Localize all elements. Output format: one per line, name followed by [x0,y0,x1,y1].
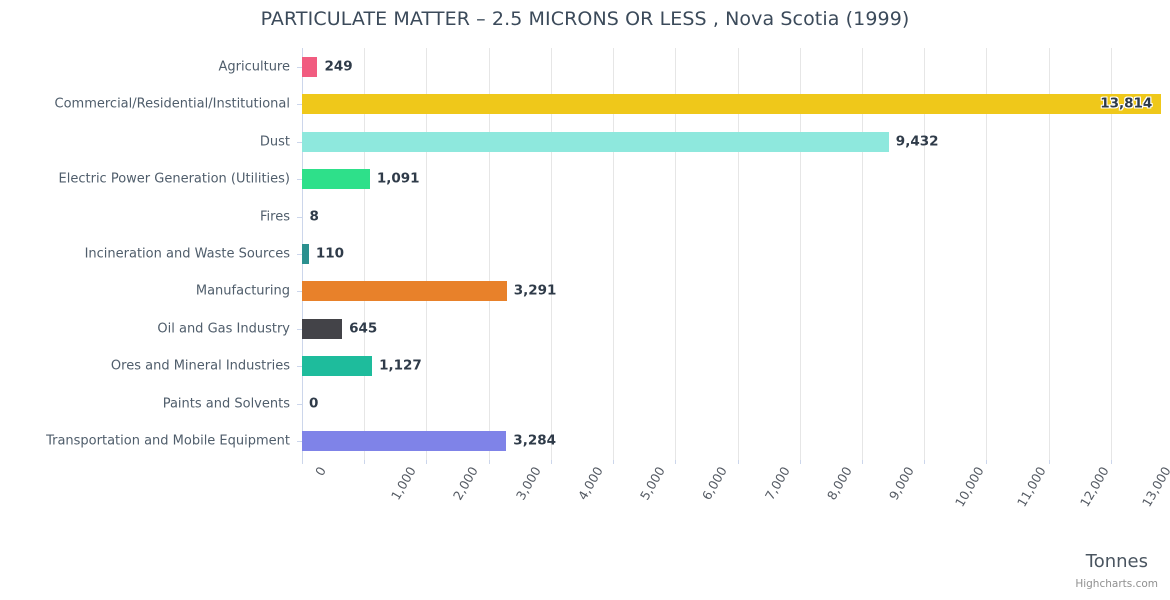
y-axis-tickmark [297,104,302,106]
category-label-agriculture[interactable]: Agriculture [218,59,291,75]
bar-incineration-and-waste-sources[interactable] [302,244,309,264]
x-axis-tickmark [799,460,801,464]
bar-value-label: 13,814 [1100,95,1153,112]
y-axis-tickmark [297,366,302,368]
bar-value-label: 1,127 [379,357,422,374]
bar-value-label: 249 [324,57,353,74]
x-tick-label: 12,000 [1076,464,1112,510]
x-axis-title: Tonnes [1085,551,1148,572]
x-gridline [737,48,739,460]
bar-value-label: 8 [309,207,319,224]
x-tick-label: 3,000 [512,464,544,503]
bar-agriculture[interactable] [302,56,318,77]
x-tick-label: 1,000 [388,464,419,503]
y-axis-tickmark [297,441,302,443]
y-axis-tickmark [297,179,302,181]
x-tick-label: 5,000 [636,464,668,503]
x-gridline [924,48,926,460]
plot-area: 249 13,814 9,432 1,091 8 110 3,291 645 1,127 0 3,2… [297,48,1170,460]
x-axis-tickmark [861,460,863,464]
y-axis-tickmark [297,328,302,330]
x-axis-tickmark [675,460,677,464]
x-tick-label: 13,000 [1138,464,1170,510]
x-axis-tickmark [550,460,552,464]
x-axis-tickmark [986,460,988,464]
x-gridline [675,48,677,460]
bar-manufacturing[interactable] [302,281,507,302]
y-axis-tickmark [297,254,302,255]
x-gridline [613,48,615,460]
category-label-dust[interactable]: Dust [259,134,290,150]
x-axis-tickmark [924,460,926,464]
x-axis-tick-labels: 0 1,000 2,000 3,000 4,000 5,000 6,000 7,000 8,00… [302,460,1170,534]
category-label-oil-and-gas-industry[interactable]: Oil and Gas Industry [157,321,290,337]
bar-value-label: 0 [309,395,319,412]
category-label-incineration-and-waste-sources[interactable]: Incineration and Waste Sources [84,246,290,262]
bar-value-label: 1,091 [376,170,420,187]
x-gridline [364,48,366,460]
x-tick-label: 7,000 [761,464,793,503]
category-label-transportation-and-mobile-equipment[interactable]: Transportation and Mobile Equipment [46,433,290,449]
x-gridline [1110,48,1112,460]
x-tick-label: 11,000 [1014,464,1050,510]
x-axis-tickmark [302,460,303,464]
x-gridline [861,48,863,460]
category-label-commercial-residential-institutional[interactable]: Commercial/Residential/Institutional [54,96,291,112]
x-gridline [426,48,428,460]
x-tick-label: 2,000 [450,464,482,503]
bar-value-label: 9,432 [895,132,939,149]
x-tick-label: 9,000 [885,464,917,503]
category-label-ores-and-mineral-industries[interactable]: Ores and Mineral Industries [110,358,290,374]
x-gridline [488,48,490,460]
y-axis-category-labels: Agriculture Commercial/Residential/Instit… [0,48,1170,460]
bar-ores-and-mineral-industries[interactable] [302,356,373,377]
x-gridline [1048,48,1050,460]
bar-transportation-and-mobile-equipment[interactable] [302,431,507,452]
x-tick-label: 0 [311,464,329,479]
bar-oil-and-gas-industry[interactable] [302,318,343,339]
y-axis-tickmark [297,403,302,405]
bar-value-label: 3,284 [513,432,556,449]
x-tick-label: 6,000 [699,464,731,503]
category-label-paints-and-solvents[interactable]: Paints and Solvents [162,396,290,412]
highcharts-credit[interactable]: Highcharts.com [1075,578,1158,590]
y-axis-tickmark [297,291,302,293]
y-axis-tickmark [297,66,302,68]
bar-dust[interactable] [302,131,889,152]
bar-electric-power-generation-utilities[interactable] [302,169,370,190]
x-tick-label: 8,000 [823,464,855,503]
category-label-electric-power-generation-utilities[interactable]: Electric Power Generation (Utilities) [58,171,290,187]
x-gridline [799,48,801,460]
bar-value-label: 645 [349,320,378,337]
x-tick-label: 10,000 [952,464,987,510]
chart-title: PARTICULATE MATTER – 2.5 MICRONS OR LESS… [260,8,910,30]
x-axis-tickmark [737,460,739,464]
y-axis-tickmark [297,141,302,143]
x-axis-tickmark [364,460,366,464]
x-axis-tickmark [488,460,490,464]
x-tick-label: 4,000 [574,464,606,503]
category-label-manufacturing[interactable]: Manufacturing [195,283,290,299]
category-label-fires[interactable]: Fires [260,209,290,225]
x-gridline [550,48,552,460]
x-axis-tickmark [1048,460,1050,464]
x-axis-tickmark [426,460,428,464]
y-axis-tickmark [297,216,302,218]
bar-commercial-residential-institutional[interactable] [302,94,1162,115]
x-gridline [986,48,988,460]
x-axis-tickmark [1110,460,1112,464]
bar-value-label: 3,291 [513,282,557,299]
bar-value-label: 110 [315,245,345,262]
x-axis-tickmark [613,460,615,464]
